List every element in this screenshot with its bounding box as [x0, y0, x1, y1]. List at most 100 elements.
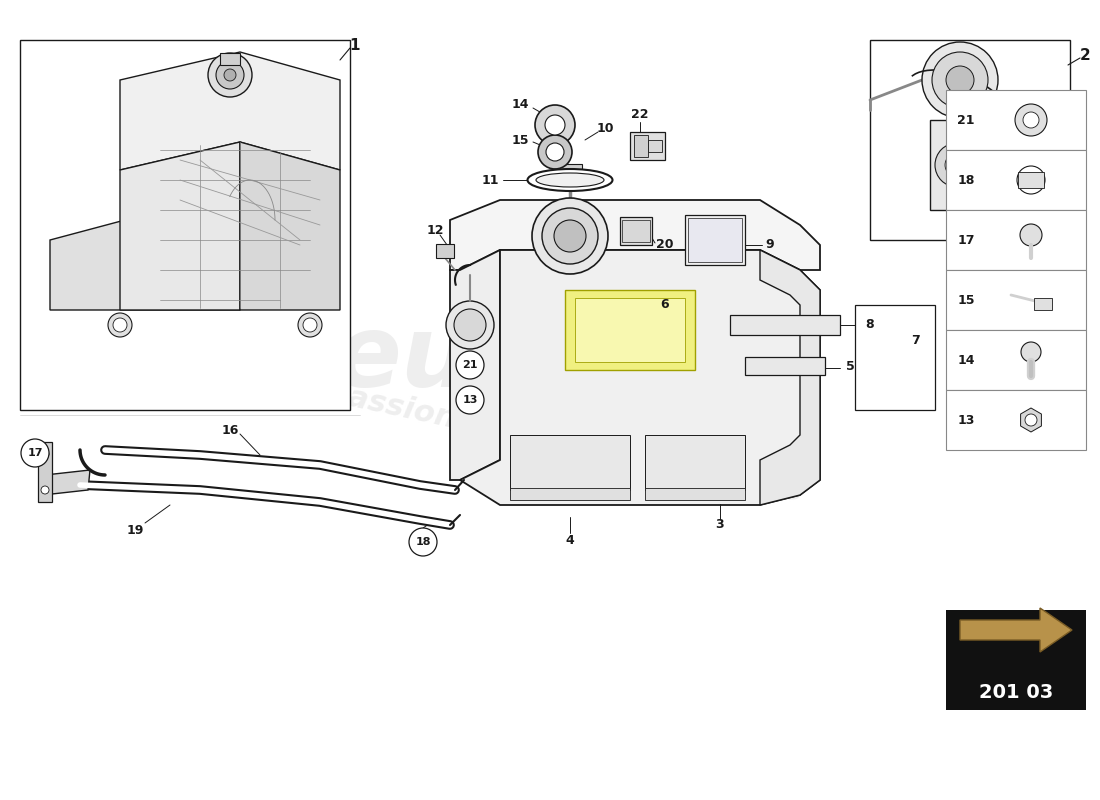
- Circle shape: [446, 301, 494, 349]
- Text: 15: 15: [957, 294, 975, 306]
- Circle shape: [945, 153, 969, 177]
- Circle shape: [409, 528, 437, 556]
- Polygon shape: [450, 200, 820, 270]
- Ellipse shape: [528, 169, 613, 191]
- Polygon shape: [960, 608, 1072, 652]
- Text: 3: 3: [716, 518, 724, 531]
- Bar: [946, 210, 1086, 270]
- Polygon shape: [50, 200, 240, 310]
- Bar: [621, 220, 650, 242]
- Circle shape: [532, 198, 608, 274]
- Ellipse shape: [536, 173, 604, 187]
- Circle shape: [21, 439, 50, 467]
- Polygon shape: [450, 250, 500, 480]
- Circle shape: [932, 52, 988, 108]
- Text: 20: 20: [657, 238, 673, 251]
- Text: eurocars: eurocars: [333, 311, 826, 409]
- Circle shape: [538, 135, 572, 169]
- Bar: [634, 135, 648, 157]
- Text: 18: 18: [957, 174, 975, 186]
- Bar: [575, 298, 685, 362]
- Bar: [436, 244, 454, 258]
- Bar: [645, 488, 745, 500]
- Text: 5: 5: [846, 359, 855, 373]
- Polygon shape: [460, 250, 820, 505]
- Text: 8: 8: [866, 318, 874, 331]
- Text: 17: 17: [957, 234, 975, 246]
- Text: 18: 18: [416, 537, 431, 547]
- Circle shape: [542, 208, 598, 264]
- Bar: [620, 217, 652, 245]
- Bar: [946, 150, 1086, 210]
- Bar: [946, 330, 1086, 390]
- Text: 6: 6: [661, 298, 669, 311]
- Polygon shape: [240, 142, 340, 310]
- Bar: [510, 488, 630, 500]
- Bar: [946, 610, 1086, 710]
- Polygon shape: [120, 52, 340, 170]
- Bar: [510, 435, 630, 490]
- Text: 7: 7: [911, 334, 920, 346]
- Bar: [855, 305, 935, 410]
- Bar: [565, 290, 695, 370]
- Circle shape: [456, 386, 484, 414]
- Bar: [645, 435, 745, 490]
- Text: 22: 22: [631, 109, 649, 122]
- Circle shape: [454, 309, 486, 341]
- Bar: [558, 164, 582, 182]
- Bar: [946, 90, 1086, 150]
- Text: 201 03: 201 03: [979, 682, 1053, 702]
- Text: 21: 21: [957, 114, 975, 126]
- Circle shape: [1015, 104, 1047, 136]
- Bar: [1034, 298, 1052, 310]
- Circle shape: [41, 450, 50, 458]
- Bar: [730, 315, 840, 335]
- Bar: [685, 215, 745, 265]
- Bar: [630, 132, 666, 160]
- Circle shape: [554, 220, 586, 252]
- Bar: [20, 40, 350, 410]
- Text: 15: 15: [512, 134, 529, 146]
- Text: 14: 14: [957, 354, 975, 366]
- Circle shape: [1025, 414, 1037, 426]
- Polygon shape: [120, 142, 240, 310]
- Text: 16: 16: [221, 423, 239, 437]
- Text: 13: 13: [462, 395, 477, 405]
- Bar: [648, 140, 662, 152]
- Polygon shape: [43, 470, 90, 495]
- Circle shape: [935, 143, 979, 187]
- Circle shape: [1020, 224, 1042, 246]
- Circle shape: [546, 143, 564, 161]
- Bar: [39, 442, 52, 502]
- Bar: [946, 390, 1086, 450]
- Circle shape: [113, 318, 127, 332]
- Circle shape: [224, 69, 236, 81]
- Circle shape: [1021, 342, 1041, 362]
- Text: 12: 12: [427, 223, 443, 237]
- Circle shape: [208, 53, 252, 97]
- Text: 17: 17: [28, 448, 43, 458]
- Circle shape: [41, 486, 50, 494]
- Bar: [688, 218, 742, 262]
- Bar: [870, 40, 1070, 240]
- Text: 13: 13: [957, 414, 975, 426]
- Polygon shape: [760, 250, 820, 505]
- Text: 19: 19: [126, 523, 144, 537]
- Circle shape: [1023, 112, 1040, 128]
- Circle shape: [922, 42, 998, 118]
- Text: 14: 14: [512, 98, 529, 111]
- Bar: [930, 120, 984, 210]
- Text: 11: 11: [482, 174, 498, 186]
- Circle shape: [544, 115, 565, 135]
- Bar: [946, 270, 1086, 330]
- Bar: [1018, 172, 1044, 188]
- Text: a passion for parts since 1985: a passion for parts since 1985: [293, 372, 807, 508]
- Text: 10: 10: [596, 122, 614, 134]
- Text: 9: 9: [766, 238, 774, 251]
- Bar: [745, 357, 825, 375]
- Circle shape: [302, 318, 317, 332]
- Circle shape: [108, 313, 132, 337]
- Text: 1: 1: [350, 38, 361, 53]
- Bar: [220, 53, 240, 65]
- Circle shape: [216, 61, 244, 89]
